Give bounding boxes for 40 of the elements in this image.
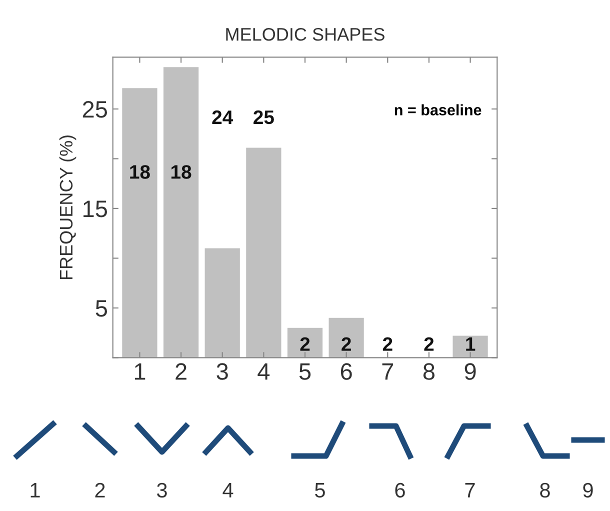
- text: 4: [222, 483, 234, 498]
- annotation: 18: [130, 165, 150, 179]
- annotation: 18: [171, 165, 192, 179]
- x-tick-label: 3: [216, 363, 228, 380]
- text: 8: [540, 482, 550, 498]
- annotation: 2: [382, 337, 392, 351]
- y-tick-label: 5: [96, 300, 107, 317]
- bar: [328, 318, 364, 358]
- x-tick-label: 9: [464, 363, 476, 380]
- bar: [122, 88, 158, 358]
- bar: [246, 148, 282, 358]
- bar: [452, 336, 488, 358]
- text: 1: [30, 483, 40, 498]
- annotation: 1: [466, 337, 476, 351]
- x-tick-label: 5: [299, 363, 311, 380]
- text: 5: [315, 483, 325, 498]
- x-tick-label: 4: [258, 363, 270, 380]
- chart-title: MELODIC SHAPES: [226, 28, 384, 41]
- annotation: 24: [212, 110, 234, 124]
- x-tick-label: 1: [134, 363, 146, 380]
- annotation: 2: [300, 337, 310, 351]
- bar: [287, 328, 323, 358]
- bar: [163, 67, 199, 358]
- text: 2: [95, 482, 105, 498]
- text: 9: [583, 482, 593, 498]
- y-axis-title: FREQUENCY (%): [59, 136, 76, 280]
- y-tick-label: 15: [84, 200, 107, 218]
- text: 6: [395, 482, 405, 498]
- x-tick-label: 7: [382, 363, 394, 380]
- bar: [204, 248, 240, 358]
- annotation: 2: [424, 337, 434, 351]
- text: 3: [157, 482, 167, 498]
- x-tick-label: 2: [176, 363, 186, 380]
- x-tick-label: 8: [423, 363, 435, 380]
- x-tick-label: 6: [340, 363, 352, 380]
- annotation: 25: [254, 110, 274, 124]
- text: 7: [465, 483, 475, 498]
- y-tick-label: 25: [82, 101, 107, 118]
- annotation: 2: [342, 337, 351, 351]
- annotation: n = baseline: [394, 104, 482, 116]
